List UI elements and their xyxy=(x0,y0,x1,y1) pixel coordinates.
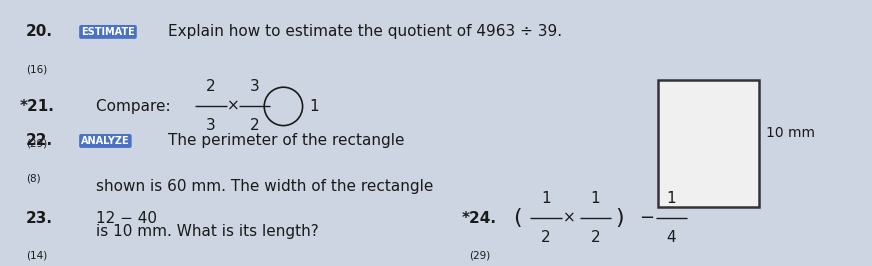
Text: *24.: *24. xyxy=(462,211,497,226)
Text: 2: 2 xyxy=(541,230,551,245)
Text: 3: 3 xyxy=(206,118,216,133)
Text: (: ( xyxy=(513,208,521,228)
Text: Compare:: Compare: xyxy=(96,99,175,114)
Text: 1: 1 xyxy=(590,191,601,206)
Text: *21.: *21. xyxy=(19,99,54,114)
Text: (14): (14) xyxy=(26,250,47,260)
Text: 20.: 20. xyxy=(26,24,53,39)
Text: 23.: 23. xyxy=(26,211,53,226)
Text: (16): (16) xyxy=(26,64,47,74)
Text: 12 − 40: 12 − 40 xyxy=(96,211,157,226)
Text: 2: 2 xyxy=(206,80,216,94)
Text: 3: 3 xyxy=(249,80,260,94)
Text: −: − xyxy=(639,209,654,227)
Text: 1: 1 xyxy=(310,99,319,114)
Text: (29): (29) xyxy=(469,250,490,260)
Text: 1: 1 xyxy=(666,191,677,206)
Text: 1: 1 xyxy=(541,191,551,206)
FancyBboxPatch shape xyxy=(658,80,759,207)
Text: shown is 60 mm. The width of the rectangle: shown is 60 mm. The width of the rectang… xyxy=(96,179,433,194)
Text: 22.: 22. xyxy=(26,134,53,148)
Text: ): ) xyxy=(616,208,624,228)
Text: Explain how to estimate the quotient of 4963 ÷ 39.: Explain how to estimate the quotient of … xyxy=(168,24,562,39)
Text: 10 mm: 10 mm xyxy=(766,126,814,140)
Text: ANALYZE: ANALYZE xyxy=(81,136,130,146)
Text: is 10 mm. What is its length?: is 10 mm. What is its length? xyxy=(96,224,318,239)
Text: (8): (8) xyxy=(26,173,41,183)
Text: 2: 2 xyxy=(590,230,601,245)
Text: ESTIMATE: ESTIMATE xyxy=(81,27,135,37)
Text: The perimeter of the rectangle: The perimeter of the rectangle xyxy=(168,134,405,148)
Text: ×: × xyxy=(227,99,239,114)
Text: 2: 2 xyxy=(249,118,260,133)
Text: ×: × xyxy=(563,211,576,226)
Text: 4: 4 xyxy=(666,230,677,245)
Text: (29): (29) xyxy=(26,139,47,149)
